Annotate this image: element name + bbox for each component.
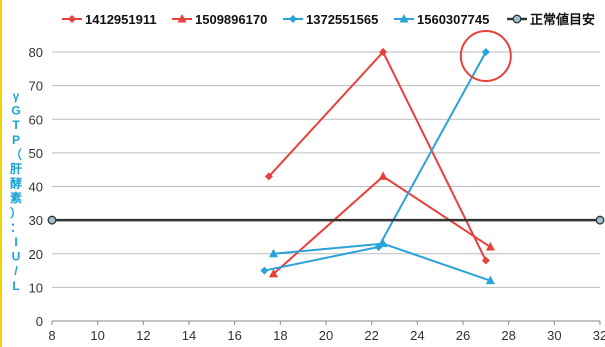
y-axis-label-char-7: 素 bbox=[10, 190, 22, 205]
legend-item-1: 1509896170 bbox=[172, 12, 267, 27]
x-tick-label-10: 10 bbox=[90, 328, 104, 343]
x-tick-label-24: 24 bbox=[410, 328, 424, 343]
data-point-0-0 bbox=[264, 172, 273, 181]
x-tick-label-8: 8 bbox=[48, 328, 55, 343]
x-tick-label-12: 12 bbox=[136, 328, 150, 343]
legend-item-3: 1560307745 bbox=[394, 12, 489, 27]
legend-label-3: 1560307745 bbox=[417, 12, 489, 27]
y-axis-label-char-8: ） bbox=[10, 205, 22, 220]
data-point-2-0 bbox=[260, 266, 269, 275]
data-point-3-2 bbox=[485, 275, 495, 285]
y-tick-label-60: 60 bbox=[29, 112, 43, 127]
annotations bbox=[459, 30, 512, 82]
y-axis-label-char-3: P bbox=[12, 133, 20, 147]
x-tick-label-28: 28 bbox=[501, 328, 515, 343]
y-axis-label-char-11: U bbox=[12, 250, 21, 264]
data-point-1-0 bbox=[268, 268, 278, 278]
legend: 1412951911 1509896170 1372551565 1560307745… bbox=[62, 12, 595, 27]
legend-marker-3 bbox=[399, 14, 409, 23]
y-axis-label-char-12: / bbox=[14, 264, 18, 278]
x-tick-label-18: 18 bbox=[273, 328, 287, 343]
data-point-0-1 bbox=[379, 48, 388, 56]
data-point-3-1 bbox=[378, 238, 388, 248]
x-tick-label-16: 16 bbox=[227, 328, 241, 343]
y-tick-label-70: 70 bbox=[29, 79, 43, 94]
series-lines bbox=[47, 48, 605, 285]
data-point-3-0 bbox=[268, 248, 278, 258]
highlight-circle-0 bbox=[459, 30, 512, 82]
x-tick-label-22: 22 bbox=[364, 328, 378, 343]
y-tick-label-10: 10 bbox=[29, 280, 43, 295]
legend-item-4: 正常値目安 bbox=[507, 12, 595, 27]
y-tick-label-50: 50 bbox=[29, 146, 43, 161]
legend-item-2: 1372551565 bbox=[283, 12, 378, 27]
x-tick-label-26: 26 bbox=[456, 328, 470, 343]
y-axis-label-char-5: 肝 bbox=[10, 161, 22, 176]
legend-label-0: 1412951911 bbox=[85, 12, 157, 27]
axes: 0 10 20 30 40 50 60 70 80 8 10 12 14 16 18 20 22 24 26 28 30… bbox=[29, 45, 605, 343]
legend-item-0: 1412951911 bbox=[62, 12, 157, 27]
data-point-4-0 bbox=[47, 215, 57, 225]
y-axis-label-char-0: γ bbox=[13, 89, 20, 103]
x-tick-label-20: 20 bbox=[319, 328, 333, 343]
x-tick-label-32: 32 bbox=[593, 328, 605, 343]
x-tick-label-30: 30 bbox=[547, 328, 561, 343]
y-tick-label-30: 30 bbox=[29, 213, 43, 228]
y-tick-label-20: 20 bbox=[29, 247, 43, 262]
legend-label-4: 正常値目安 bbox=[530, 12, 595, 27]
y-tick-label-80: 80 bbox=[29, 45, 43, 60]
data-point-0-2 bbox=[481, 256, 490, 265]
legend-marker-1 bbox=[177, 14, 187, 23]
y-axis-label-char-4: （ bbox=[10, 146, 22, 161]
y-tick-label-40: 40 bbox=[29, 180, 43, 195]
legend-label-2: 1372551565 bbox=[306, 12, 378, 27]
series-line-1 bbox=[272, 175, 491, 275]
legend-marker-2 bbox=[289, 15, 297, 23]
y-axis-label-char-2: T bbox=[12, 118, 20, 132]
y-axis-label-char-13: L bbox=[12, 279, 19, 293]
y-axis-label-char-10: I bbox=[14, 235, 17, 249]
data-point-4-1 bbox=[595, 215, 605, 225]
data-point-1-1 bbox=[378, 171, 388, 180]
data-point-1-2 bbox=[485, 242, 495, 251]
series-line-2 bbox=[264, 51, 487, 272]
y-tick-label-0: 0 bbox=[36, 314, 43, 329]
grid-lines bbox=[52, 51, 600, 288]
y-axis-label-char-9: ： bbox=[10, 220, 22, 234]
legend-label-1: 1509896170 bbox=[195, 12, 267, 27]
y-axis-label-char-1: G bbox=[11, 104, 20, 118]
legend-marker-0 bbox=[68, 15, 76, 23]
legend-marker-4 bbox=[512, 14, 522, 24]
data-point-2-2 bbox=[481, 48, 490, 56]
y-axis-label-char-6: 酵 bbox=[10, 176, 22, 191]
series-line-0 bbox=[268, 50, 487, 261]
x-tick-label-14: 14 bbox=[182, 328, 196, 343]
